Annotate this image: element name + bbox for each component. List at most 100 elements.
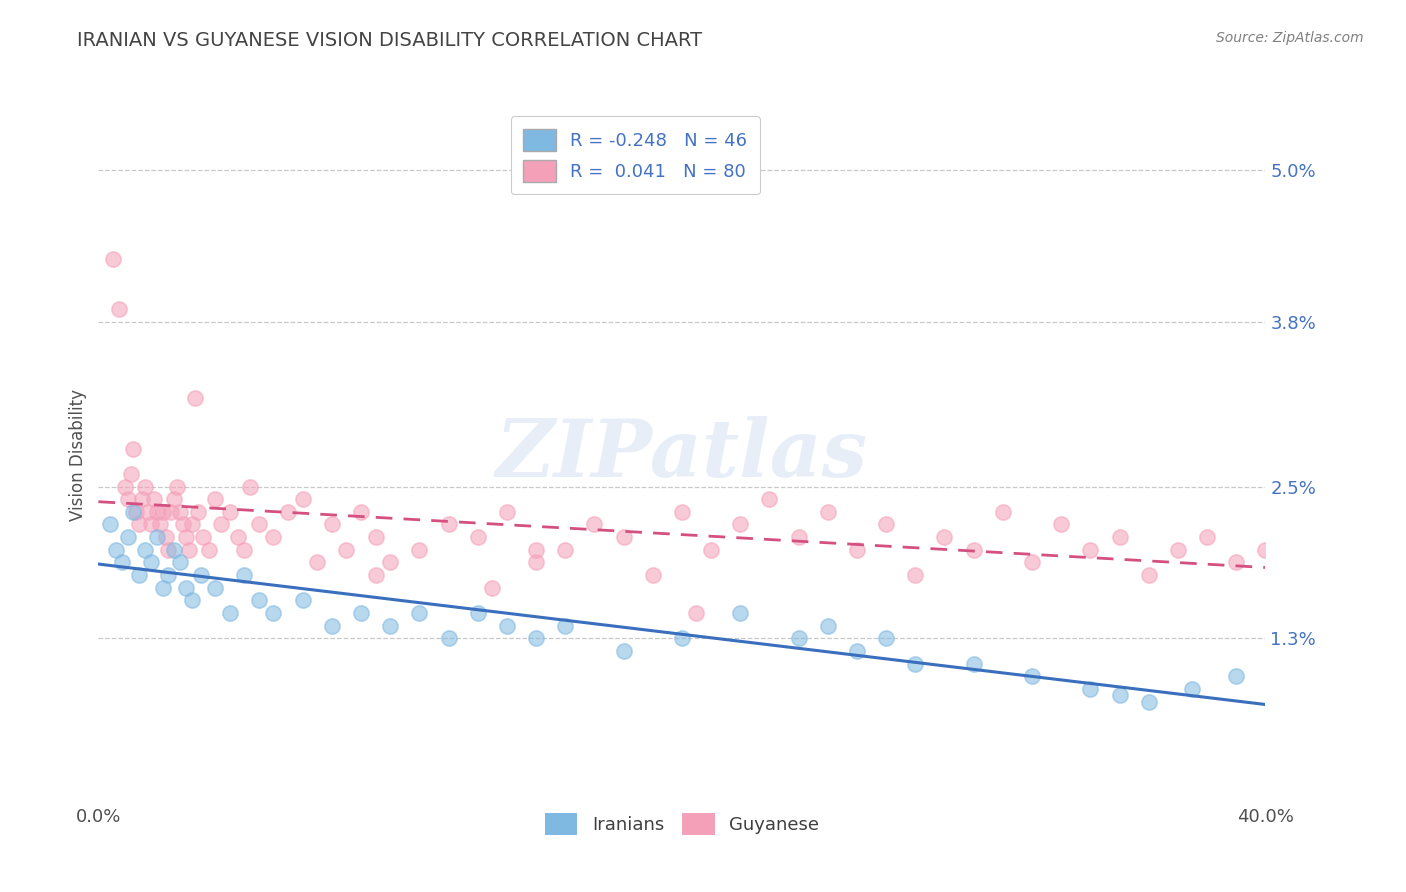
Point xyxy=(1021,556,1043,570)
Point xyxy=(321,517,343,532)
Point xyxy=(364,530,387,544)
Point xyxy=(134,542,156,557)
Point xyxy=(524,542,547,557)
Point xyxy=(218,606,240,620)
Point xyxy=(496,618,519,632)
Point xyxy=(142,492,165,507)
Point xyxy=(730,517,752,532)
Point xyxy=(481,581,503,595)
Point xyxy=(1225,556,1247,570)
Point xyxy=(177,542,200,557)
Point xyxy=(277,505,299,519)
Point xyxy=(1137,695,1160,709)
Point xyxy=(1197,530,1219,544)
Point xyxy=(962,542,984,557)
Point xyxy=(408,606,430,620)
Point xyxy=(934,530,956,544)
Point xyxy=(134,479,156,493)
Point xyxy=(817,505,839,519)
Point xyxy=(875,517,897,532)
Point xyxy=(228,530,250,544)
Point xyxy=(247,517,270,532)
Point xyxy=(157,568,180,582)
Point xyxy=(904,568,927,582)
Point xyxy=(904,657,927,671)
Point xyxy=(1021,669,1043,683)
Point xyxy=(671,505,693,519)
Point xyxy=(157,542,180,557)
Point xyxy=(111,556,134,570)
Point xyxy=(787,632,810,646)
Point xyxy=(350,505,373,519)
Point xyxy=(180,593,202,607)
Point xyxy=(496,505,519,519)
Point xyxy=(613,644,636,658)
Point xyxy=(149,517,172,532)
Point xyxy=(524,556,547,570)
Point xyxy=(613,530,636,544)
Point xyxy=(1080,542,1102,557)
Point xyxy=(700,542,723,557)
Point xyxy=(583,517,606,532)
Point xyxy=(1108,530,1130,544)
Point xyxy=(239,479,262,493)
Point xyxy=(875,632,897,646)
Point xyxy=(114,479,136,493)
Point xyxy=(190,568,212,582)
Point xyxy=(380,556,402,570)
Point xyxy=(758,492,780,507)
Point xyxy=(152,505,174,519)
Point xyxy=(962,657,984,671)
Point xyxy=(321,618,343,632)
Point xyxy=(787,530,810,544)
Point xyxy=(1167,542,1189,557)
Point xyxy=(204,492,226,507)
Point xyxy=(166,479,188,493)
Point xyxy=(291,492,314,507)
Point xyxy=(1225,669,1247,683)
Point xyxy=(467,530,489,544)
Point xyxy=(122,442,145,456)
Point xyxy=(247,593,270,607)
Text: Source: ZipAtlas.com: Source: ZipAtlas.com xyxy=(1216,31,1364,45)
Point xyxy=(291,593,314,607)
Point xyxy=(209,517,232,532)
Text: ZIPatlas: ZIPatlas xyxy=(496,417,868,493)
Point xyxy=(437,517,460,532)
Point xyxy=(233,568,256,582)
Point xyxy=(160,505,183,519)
Point xyxy=(685,606,707,620)
Point xyxy=(846,644,869,658)
Point xyxy=(122,505,145,519)
Point xyxy=(204,581,226,595)
Point xyxy=(155,530,177,544)
Point xyxy=(380,618,402,632)
Point xyxy=(730,606,752,620)
Text: IRANIAN VS GUYANESE VISION DISABILITY CORRELATION CHART: IRANIAN VS GUYANESE VISION DISABILITY CO… xyxy=(77,31,703,50)
Point xyxy=(136,505,159,519)
Point xyxy=(307,556,329,570)
Point xyxy=(408,542,430,557)
Point xyxy=(98,517,121,532)
Point xyxy=(183,391,205,405)
Y-axis label: Vision Disability: Vision Disability xyxy=(69,389,87,521)
Point xyxy=(554,618,576,632)
Point xyxy=(1108,688,1130,702)
Point xyxy=(524,632,547,646)
Point xyxy=(131,492,153,507)
Point xyxy=(193,530,215,544)
Point xyxy=(1254,542,1277,557)
Point xyxy=(180,517,202,532)
Point xyxy=(139,556,162,570)
Point xyxy=(198,542,221,557)
Point xyxy=(128,568,150,582)
Point xyxy=(163,492,186,507)
Point xyxy=(641,568,664,582)
Point xyxy=(108,302,131,317)
Point xyxy=(174,530,197,544)
Point xyxy=(364,568,387,582)
Point xyxy=(163,542,186,557)
Point xyxy=(846,542,869,557)
Point xyxy=(671,632,693,646)
Point xyxy=(146,505,169,519)
